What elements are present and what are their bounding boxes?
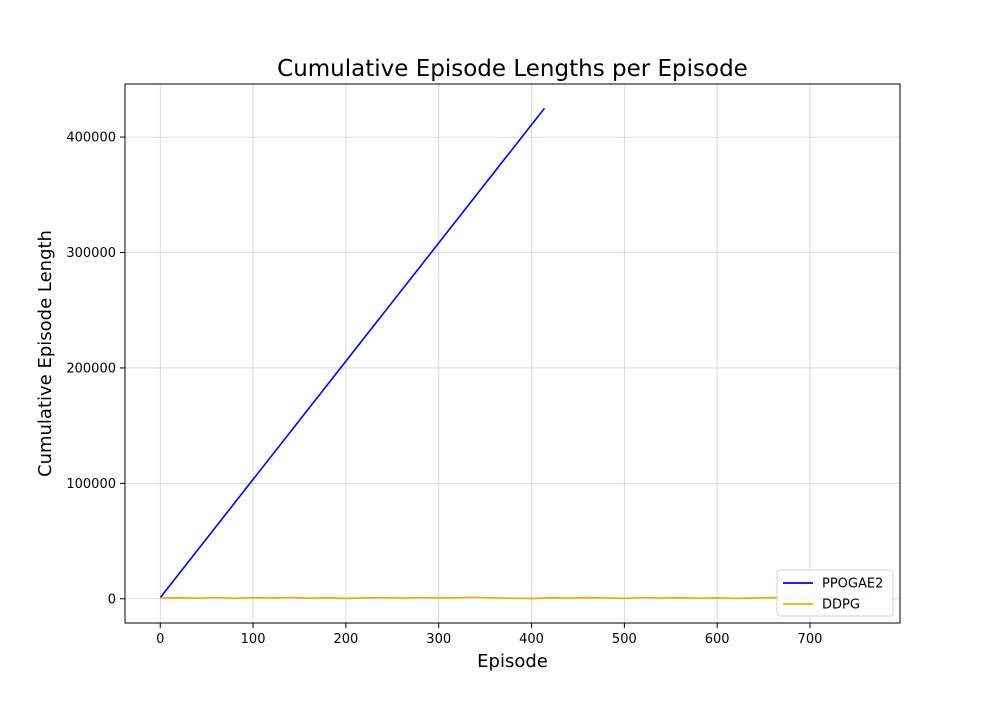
y-tick-label: 400000 xyxy=(66,131,116,146)
chart-title: Cumulative Episode Lengths per Episode xyxy=(277,56,748,82)
x-tick-label: 0 xyxy=(156,632,164,647)
y-tick-label: 200000 xyxy=(66,361,116,376)
series-line-ppogae2 xyxy=(159,107,546,599)
tick-layer: 0 100 200 300 400 500 600 700 0 100000 200000 30000… xyxy=(66,131,822,647)
x-tick-label: 300 xyxy=(426,632,451,647)
x-tick-label: 700 xyxy=(798,632,823,647)
grid-layer xyxy=(125,84,900,623)
series-layer xyxy=(159,107,866,600)
x-tick-label: 200 xyxy=(333,632,358,647)
legend-label-ddpg: DDPG xyxy=(822,598,860,613)
y-tick-label: 0 xyxy=(108,592,116,607)
series-line-ddpg xyxy=(160,596,866,600)
legend: PPOGAE2 DDPG xyxy=(776,569,894,617)
y-tick-label: 300000 xyxy=(66,246,116,261)
x-tick-label: 100 xyxy=(241,632,266,647)
x-tick-label: 600 xyxy=(705,632,730,647)
x-tick-label: 400 xyxy=(519,632,544,647)
x-tick-label: 500 xyxy=(612,632,637,647)
y-tick-label: 100000 xyxy=(66,477,116,492)
legend-label-ppogae2: PPOGAE2 xyxy=(822,577,883,592)
x-axis-label: Episode xyxy=(477,651,548,672)
axes-frame xyxy=(124,83,901,624)
y-axis-label: Cumulative Episode Length xyxy=(35,230,56,477)
